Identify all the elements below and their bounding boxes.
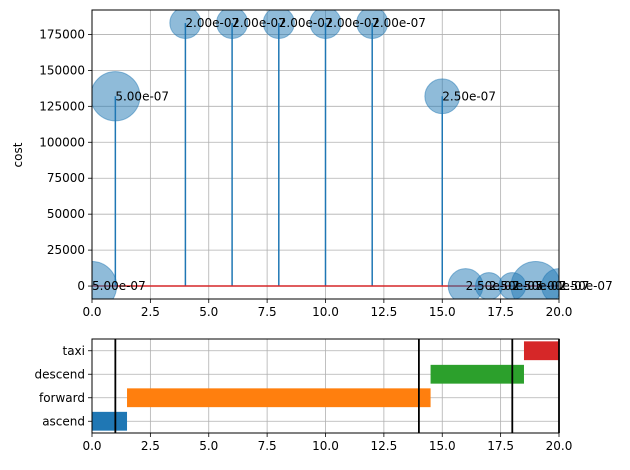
cost-chart-bubble xyxy=(309,10,342,39)
cost-chart-bubble xyxy=(541,268,559,299)
cost-chart-point-label: 2.00e-07 xyxy=(185,16,239,30)
phase-chart-x-tick-label: 12.5 xyxy=(371,439,398,453)
cost-chart-stems xyxy=(114,22,443,287)
cost-chart-y-ticks: 0 25000 50000 75000 100000 125000 150000 175000 xyxy=(39,27,92,293)
phase-chart-x-tick-label: 20.0 xyxy=(546,439,573,453)
cost-chart-y-tick-label: 150000 xyxy=(39,63,85,77)
cost-chart-point-label: 2.50e-07 xyxy=(489,279,543,293)
cost-chart-y-axis-label: cost xyxy=(11,142,25,167)
phase-chart-x-tick-label: 15.0 xyxy=(429,439,456,453)
phase-chart-markers xyxy=(114,339,560,433)
phase-chart-x-tick-label: 10.0 xyxy=(312,439,339,453)
cost-chart-x-tick-label: 10.0 xyxy=(312,305,339,319)
cost-chart-bubble xyxy=(216,10,249,39)
phase-chart-bar xyxy=(92,411,128,431)
cost-chart-bubble xyxy=(356,10,389,39)
cost-chart-y-tick-label: 125000 xyxy=(39,99,85,113)
cost-chart-point-label: 5.00e-07 xyxy=(536,279,590,293)
cost-chart-x-ticks: 0.0 2.5 5.0 7.5 10.0 12.5 15.0 17.5 20.0 xyxy=(82,299,572,319)
cost-chart-point-label: 2.50e-07 xyxy=(512,279,566,293)
cost-chart-y-tick-label: 175000 xyxy=(39,27,85,41)
phase-chart-x-tick-label: 2.5 xyxy=(141,439,160,453)
cost-chart-point-label: 2.50e-07 xyxy=(466,279,520,293)
phase-chart-bar xyxy=(523,341,559,361)
phase-chart-y-ticks: ascend forward descend taxi xyxy=(35,344,92,428)
cost-chart-point-label: 2.50e-07 xyxy=(442,89,496,103)
cost-chart-x-tick-label: 5.0 xyxy=(199,305,218,319)
cost-chart-x-tick-label: 12.5 xyxy=(371,305,398,319)
cost-chart-point-label: 2.50e-07 xyxy=(559,279,613,293)
phase-chart-bars xyxy=(92,341,559,431)
cost-chart-bubble xyxy=(424,78,461,115)
phase-chart-x-tick-label: 17.5 xyxy=(487,439,514,453)
phase-chart-y-tick-label: forward xyxy=(39,391,85,405)
cost-chart-bubble xyxy=(262,10,295,39)
phase-chart-bar xyxy=(430,364,524,384)
cost-chart-y-tick-label: 75000 xyxy=(47,171,85,185)
cost-chart-x-tick-label: 17.5 xyxy=(487,305,514,319)
cost-chart-x-tick-label: 7.5 xyxy=(258,305,277,319)
cost-chart: 5.00e-075.00e-072.00e-072.00e-072.00e-07… xyxy=(11,9,613,319)
cost-chart-point-labels: 5.00e-075.00e-072.00e-072.00e-072.00e-07… xyxy=(92,16,613,293)
cost-chart-point-label: 5.00e-07 xyxy=(115,89,169,103)
phase-chart-x-tick-label: 5.0 xyxy=(199,439,218,453)
phase-chart-x-tick-label: 7.5 xyxy=(258,439,277,453)
cost-chart-x-tick-label: 2.5 xyxy=(141,305,160,319)
phase-chart: 0.0 2.5 5.0 7.5 10.0 12.5 15.0 17.5 20.0 ascend f… xyxy=(35,338,572,453)
cost-chart-bubble xyxy=(169,10,202,39)
cost-chart-point-label: 2.00e-07 xyxy=(326,16,380,30)
cost-chart-y-tick-label: 0 xyxy=(77,279,85,293)
cost-chart-x-tick-label: 20.0 xyxy=(546,305,573,319)
cost-chart-bubbles xyxy=(92,10,559,299)
phase-chart-y-tick-label: descend xyxy=(35,367,85,381)
cost-chart-y-tick-label: 50000 xyxy=(47,207,85,221)
cost-chart-y-tick-label: 100000 xyxy=(39,135,85,149)
cost-chart-x-tick-label: 15.0 xyxy=(429,305,456,319)
phase-chart-y-tick-label: ascend xyxy=(42,414,85,428)
cost-chart-x-tick-label: 0.0 xyxy=(82,305,101,319)
cost-chart-point-label: 5.00e-07 xyxy=(92,279,146,293)
cost-chart-point-label: 2.00e-07 xyxy=(279,16,333,30)
cost-chart-y-tick-label: 25000 xyxy=(47,243,85,257)
phase-chart-grid xyxy=(91,339,560,433)
phase-chart-y-tick-label: taxi xyxy=(63,344,86,358)
phase-chart-bar xyxy=(127,388,431,408)
cost-chart-point-label: 2.00e-07 xyxy=(232,16,286,30)
phase-chart-x-ticks: 0.0 2.5 5.0 7.5 10.0 12.5 15.0 17.5 20.0 xyxy=(82,433,572,453)
phase-chart-x-tick-label: 0.0 xyxy=(82,439,101,453)
cost-chart-bubble xyxy=(92,71,141,122)
cost-chart-point-label: 2.00e-07 xyxy=(372,16,426,30)
cost-chart-bubble xyxy=(92,260,118,299)
